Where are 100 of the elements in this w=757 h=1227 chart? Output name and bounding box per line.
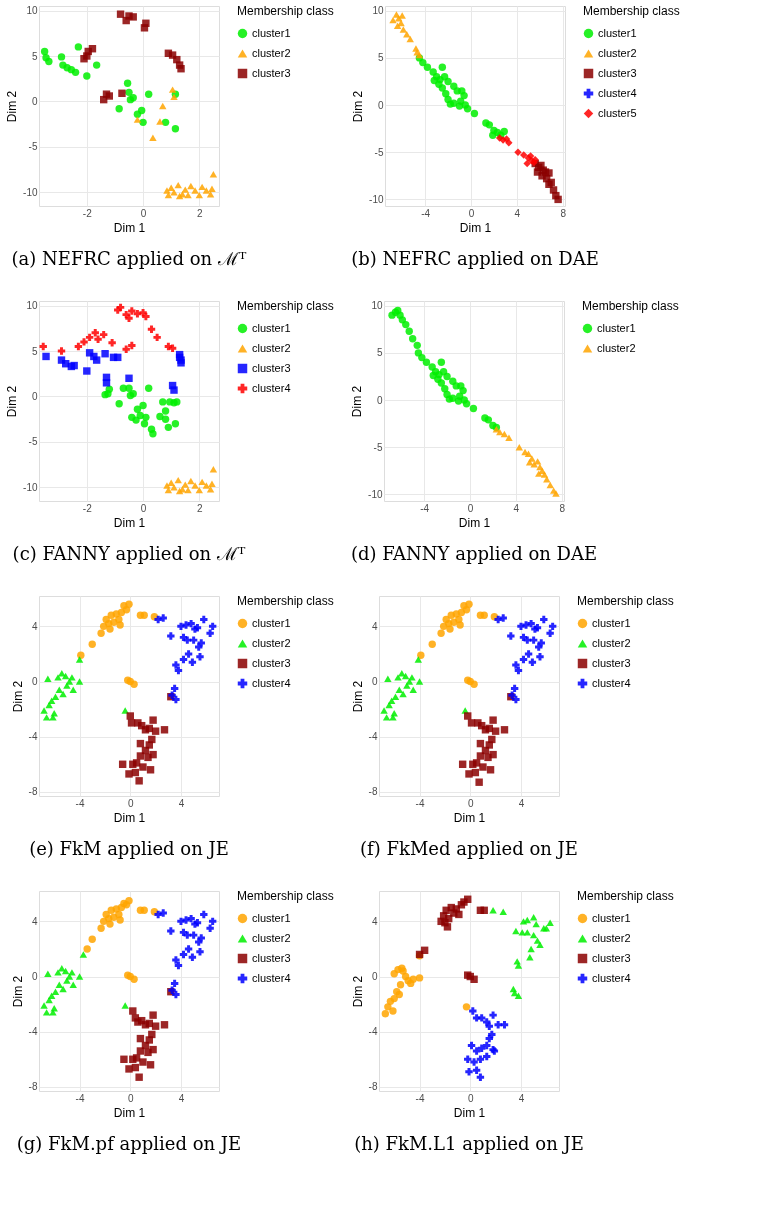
y-tick-label: -8 bbox=[28, 786, 38, 798]
legend-label: cluster2 bbox=[598, 46, 637, 59]
legend-title: Membership class bbox=[582, 299, 679, 313]
y-tick-label: -10 bbox=[368, 488, 383, 500]
x-axis-title: Dim 1 bbox=[453, 1105, 486, 1120]
y-axis-title: Dim 2 bbox=[350, 385, 365, 418]
legend-label: cluster1 bbox=[598, 26, 637, 39]
x-tick-label: 0 bbox=[467, 797, 474, 809]
y-axis-title: Dim 2 bbox=[350, 975, 365, 1008]
x-tick-label: 0 bbox=[467, 1092, 474, 1104]
legend-label: cluster1 bbox=[592, 616, 631, 629]
y-tick-label: 0 bbox=[371, 971, 378, 983]
x-tick-label: 0 bbox=[140, 502, 147, 514]
x-tick-label: -4 bbox=[415, 797, 425, 809]
x-tick-label: -2 bbox=[82, 502, 93, 514]
text: (d) FANNY applied on DAE bbox=[350, 543, 598, 564]
y-tick-label: -5 bbox=[373, 441, 383, 453]
text: (c) FANNY applied on ℳᵀ bbox=[12, 543, 246, 564]
y-tick-label: -5 bbox=[28, 436, 38, 448]
x-tick-label: -2 bbox=[82, 207, 93, 219]
legend-title: Membership class bbox=[577, 594, 674, 608]
legend-title: Membership class bbox=[583, 4, 680, 18]
x-tick-label: 8 bbox=[560, 207, 567, 219]
text: (f) FkMed applied on JE bbox=[360, 838, 578, 859]
legend-title: Membership class bbox=[237, 889, 334, 903]
x-tick-label: -4 bbox=[75, 1092, 85, 1104]
text: (e) FkM applied on JE bbox=[29, 838, 229, 859]
legend-label: cluster2 bbox=[592, 931, 631, 944]
x-tick-label: 4 bbox=[518, 797, 525, 809]
legend-label: cluster3 bbox=[252, 66, 291, 79]
y-tick-label: 0 bbox=[376, 394, 383, 406]
legend-label: cluster4 bbox=[592, 676, 631, 689]
text: (a) NEFRC applied on ℳᵀ bbox=[11, 248, 247, 269]
x-tick-label: 0 bbox=[468, 207, 475, 219]
legend-label: cluster3 bbox=[252, 656, 291, 669]
y-tick-label: 10 bbox=[371, 300, 383, 312]
legend-label: cluster4 bbox=[598, 86, 637, 99]
legend-label: cluster1 bbox=[252, 321, 291, 334]
legend-label: cluster2 bbox=[597, 341, 636, 354]
text: (g) FkM.pf applied on JE bbox=[16, 1133, 242, 1154]
y-tick-label: -4 bbox=[368, 1026, 378, 1038]
x-axis-title: Dim 1 bbox=[453, 810, 486, 825]
legend-label: cluster3 bbox=[592, 951, 631, 964]
y-tick-label: 10 bbox=[372, 5, 384, 17]
y-tick-label: 0 bbox=[371, 676, 378, 688]
x-tick-label: 0 bbox=[127, 1092, 134, 1104]
x-tick-label: -4 bbox=[420, 502, 430, 514]
y-tick-label: 0 bbox=[31, 971, 38, 983]
y-tick-label: -4 bbox=[28, 731, 38, 743]
legend-label: cluster3 bbox=[252, 361, 291, 374]
legend-label: cluster3 bbox=[252, 951, 291, 964]
y-tick-label: -4 bbox=[28, 1026, 38, 1038]
x-tick-label: 0 bbox=[140, 207, 147, 219]
legend-label: cluster1 bbox=[592, 911, 631, 924]
y-tick-label: -10 bbox=[23, 186, 38, 198]
legend-title: Membership class bbox=[577, 889, 674, 903]
legend-label: cluster1 bbox=[252, 26, 291, 39]
y-axis-title: Dim 2 bbox=[350, 680, 365, 713]
x-axis-title: Dim 1 bbox=[113, 810, 146, 825]
x-tick-label: 4 bbox=[178, 1092, 185, 1104]
legend-label: cluster4 bbox=[592, 971, 631, 984]
x-tick-label: 0 bbox=[127, 797, 134, 809]
y-axis-title: Dim 2 bbox=[5, 385, 20, 418]
x-tick-label: 4 bbox=[518, 1092, 525, 1104]
y-tick-label: -8 bbox=[368, 786, 378, 798]
legend-label: cluster2 bbox=[252, 341, 291, 354]
x-tick-label: 4 bbox=[178, 797, 185, 809]
x-tick-label: 2 bbox=[197, 207, 204, 219]
legend-label: cluster1 bbox=[597, 321, 636, 334]
legend-label: cluster2 bbox=[252, 931, 291, 944]
y-axis-title: Dim 2 bbox=[351, 90, 366, 123]
y-tick-label: -8 bbox=[368, 1081, 378, 1093]
legend-title: Membership class bbox=[237, 4, 334, 18]
x-axis-title: Dim 1 bbox=[113, 220, 146, 235]
y-tick-label: 10 bbox=[26, 300, 38, 312]
legend-label: cluster3 bbox=[592, 656, 631, 669]
x-tick-label: -4 bbox=[415, 1092, 425, 1104]
x-axis-title: Dim 1 bbox=[113, 515, 146, 530]
y-tick-label: -5 bbox=[374, 146, 384, 158]
y-tick-label: 0 bbox=[31, 390, 38, 402]
y-axis-title: Dim 2 bbox=[5, 90, 20, 123]
y-tick-label: 4 bbox=[371, 620, 378, 632]
text: (b) NEFRC applied on DAE bbox=[351, 248, 599, 269]
y-tick-label: 5 bbox=[377, 52, 384, 64]
y-tick-label: -10 bbox=[369, 193, 384, 205]
legend-label: cluster4 bbox=[252, 676, 291, 689]
legend-label: cluster4 bbox=[252, 381, 291, 394]
x-tick-label: 2 bbox=[197, 502, 204, 514]
y-tick-label: 4 bbox=[31, 915, 38, 927]
legend-label: cluster2 bbox=[592, 636, 631, 649]
x-tick-label: 4 bbox=[513, 502, 520, 514]
y-tick-label: -4 bbox=[368, 731, 378, 743]
x-tick-label: 4 bbox=[514, 207, 521, 219]
y-axis-title: Dim 2 bbox=[10, 680, 25, 713]
x-axis-title: Dim 1 bbox=[113, 1105, 146, 1120]
legend-title: Membership class bbox=[237, 299, 334, 313]
legend-label: cluster4 bbox=[252, 971, 291, 984]
y-tick-label: -10 bbox=[23, 481, 38, 493]
y-tick-label: 4 bbox=[371, 915, 378, 927]
y-axis-title: Dim 2 bbox=[10, 975, 25, 1008]
